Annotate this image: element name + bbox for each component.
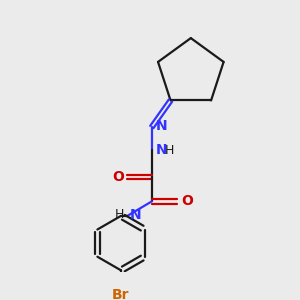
Text: N: N [130, 208, 142, 222]
Text: N: N [155, 143, 167, 157]
Text: H: H [164, 144, 174, 157]
Text: Br: Br [112, 289, 130, 300]
Text: O: O [181, 194, 193, 208]
Text: O: O [112, 170, 124, 184]
Text: H: H [115, 208, 124, 221]
Text: N: N [155, 119, 167, 133]
